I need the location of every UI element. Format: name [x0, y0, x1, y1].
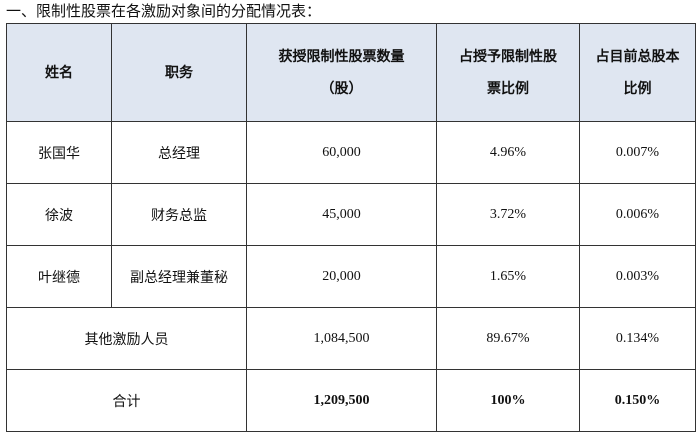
header-shares: 获授限制性股票数量 （股）	[246, 23, 437, 122]
table-row: 徐波 财务总监 45,000 3.72% 0.006%	[6, 183, 696, 246]
total-label: 合计	[6, 369, 247, 432]
others-row: 其他激励人员 1,084,500 89.67% 0.134%	[6, 307, 696, 370]
others-label: 其他激励人员	[6, 307, 247, 370]
table-row: 张国华 总经理 60,000 4.96% 0.007%	[6, 121, 696, 184]
total-grant-ratio: 100%	[436, 369, 580, 432]
cell-shares: 60,000	[246, 121, 437, 184]
allocation-table: 姓名 职务 获授限制性股票数量 （股） 占授予限制性股 票比例 占目前总股本 比例 张…	[6, 23, 696, 432]
cell-grant-ratio: 1.65%	[436, 245, 580, 308]
cell-name: 张国华	[6, 121, 112, 184]
total-shares: 1,209,500	[246, 369, 437, 432]
others-capital-ratio: 0.134%	[579, 307, 696, 370]
cell-position: 副总经理兼董秘	[111, 245, 247, 308]
table-header-row: 姓名 职务 获授限制性股票数量 （股） 占授予限制性股 票比例 占目前总股本 比例	[6, 23, 696, 122]
header-position: 职务	[111, 23, 247, 122]
header-name: 姓名	[6, 23, 112, 122]
cell-position: 总经理	[111, 121, 247, 184]
cell-position: 财务总监	[111, 183, 247, 246]
total-capital-ratio: 0.150%	[579, 369, 696, 432]
cell-grant-ratio: 4.96%	[436, 121, 580, 184]
cell-capital-ratio: 0.007%	[579, 121, 696, 184]
table-row: 叶继德 副总经理兼董秘 20,000 1.65% 0.003%	[6, 245, 696, 308]
cell-capital-ratio: 0.003%	[579, 245, 696, 308]
others-grant-ratio: 89.67%	[436, 307, 580, 370]
section-heading: 一、限制性股票在各激励对象间的分配情况表：	[6, 2, 322, 20]
total-row: 合计 1,209,500 100% 0.150%	[6, 369, 696, 432]
header-capital-ratio: 占目前总股本 比例	[579, 23, 696, 122]
cell-name: 徐波	[6, 183, 112, 246]
cell-capital-ratio: 0.006%	[579, 183, 696, 246]
cell-name: 叶继德	[6, 245, 112, 308]
cell-shares: 20,000	[246, 245, 437, 308]
cell-grant-ratio: 3.72%	[436, 183, 580, 246]
header-grant-ratio: 占授予限制性股 票比例	[436, 23, 580, 122]
cell-shares: 45,000	[246, 183, 437, 246]
others-shares: 1,084,500	[246, 307, 437, 370]
